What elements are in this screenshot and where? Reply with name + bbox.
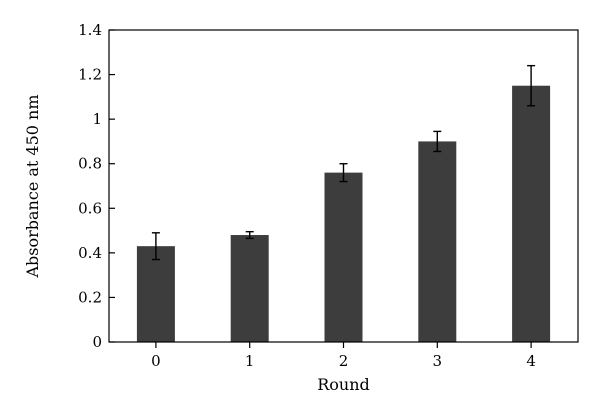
- bar-4: [512, 85, 551, 342]
- bar-1: [230, 235, 269, 342]
- y-tick-label-1: 1: [92, 110, 102, 128]
- bars-group: [136, 85, 551, 342]
- error-bar-2: [339, 163, 348, 183]
- x-tick-label-4: 4: [526, 352, 536, 370]
- y-tick-label-1.2: 1.2: [78, 66, 102, 84]
- y-tick-label-0.2: 0.2: [78, 288, 102, 306]
- error-bar-4: [527, 64, 536, 107]
- bar-2: [324, 172, 363, 342]
- y-tick-label-0.6: 0.6: [78, 199, 102, 217]
- x-tick-label-3: 3: [433, 352, 443, 370]
- x-tick-label-0: 0: [151, 352, 161, 370]
- bar-3: [418, 141, 457, 342]
- y-tick-label-0.4: 0.4: [78, 244, 102, 262]
- x-tick-label-1: 1: [245, 352, 255, 370]
- y-axis-title: Absorbance at 450 nm: [23, 94, 42, 278]
- error-bars-group: [151, 64, 536, 261]
- y-axis-ticks: 0 0.2 0.4 0.6 0.8 1 1.2 1.4: [78, 21, 115, 351]
- error-bar-1: [245, 230, 254, 240]
- y-tick-label-1.4: 1.4: [78, 21, 102, 39]
- bar-0: [136, 246, 175, 342]
- y-tick-label-0.8: 0.8: [78, 155, 102, 173]
- y-tick-label-0: 0: [92, 333, 102, 351]
- x-tick-label-2: 2: [339, 352, 349, 370]
- x-axis-ticks: 0 1 2 3 4: [151, 342, 536, 370]
- error-bar-3: [433, 130, 442, 153]
- error-bar-0: [151, 232, 160, 261]
- x-axis-title: Round: [317, 375, 370, 394]
